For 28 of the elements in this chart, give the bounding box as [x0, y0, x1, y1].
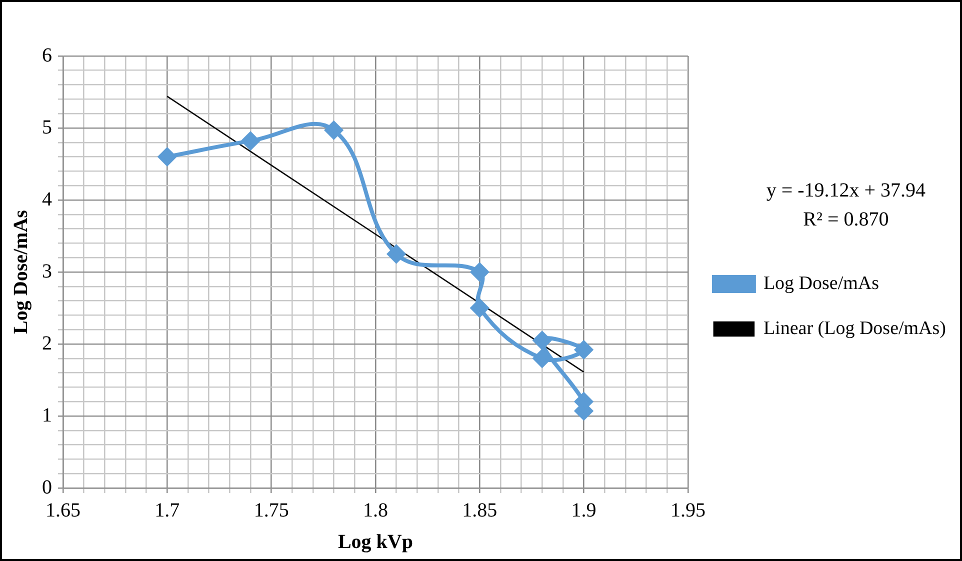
point	[158, 148, 176, 166]
y-tick-label: 6	[42, 44, 52, 66]
y-tick-label: 3	[42, 260, 52, 282]
point	[470, 263, 489, 281]
y-tick-label: 2	[42, 332, 52, 354]
point	[574, 340, 593, 359]
y-tick-label: 4	[42, 188, 52, 210]
x-tick-label: 1.75	[254, 499, 289, 522]
legend-label: Linear (Log Dose/mAs)	[763, 318, 946, 339]
x-tick-label: 1.65	[46, 499, 80, 522]
point	[470, 299, 489, 317]
x-tick-label: 1.7	[154, 499, 180, 522]
text: R² = 0.870	[803, 208, 889, 230]
point	[241, 132, 260, 150]
legend-label: Log Dose/mAs	[763, 272, 880, 294]
x-tick-label: 1.85	[462, 499, 498, 522]
x-tick-label: 1.95	[670, 499, 706, 522]
x-tick-label: 1.9	[571, 499, 596, 522]
y-tick-label: 5	[42, 116, 52, 138]
y-axis-title: Log Dose/mAs	[10, 210, 32, 334]
y-tick-label: 1	[42, 404, 52, 426]
text: y = -19.12x + 37.94	[766, 179, 926, 202]
y-tick-label: 0	[42, 476, 52, 498]
x-tick-label: 1.8	[362, 499, 388, 522]
point	[533, 331, 552, 350]
point	[324, 121, 343, 140]
point	[387, 245, 406, 263]
x-axis-title: Log kVp	[338, 531, 413, 554]
